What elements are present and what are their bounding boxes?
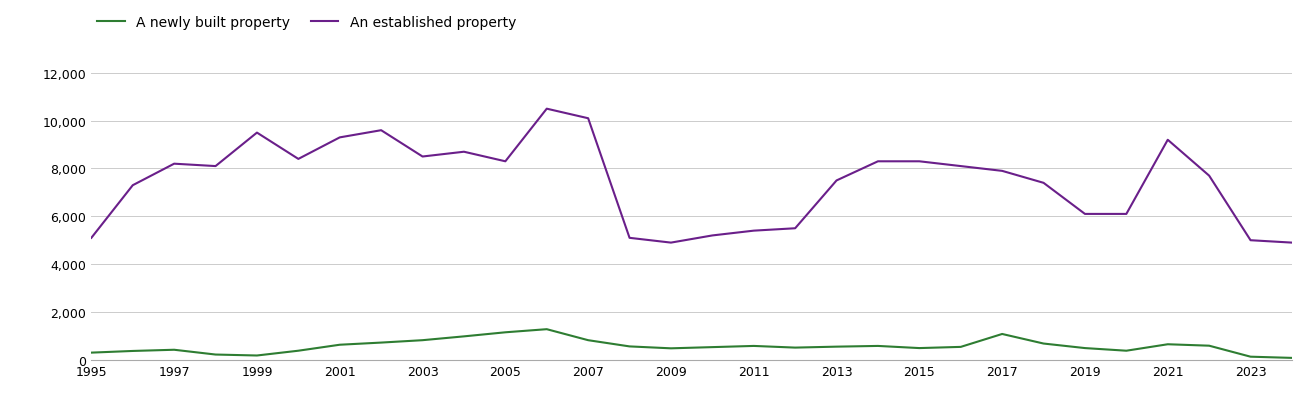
A newly built property	[539, 327, 555, 332]
A newly built property	[1160, 342, 1176, 347]
An established property	[331, 136, 347, 141]
A newly built property	[125, 348, 141, 353]
A newly built property	[331, 342, 347, 347]
An established property	[1077, 212, 1092, 217]
An established property	[1284, 240, 1300, 245]
An established property	[166, 162, 181, 167]
A newly built property	[994, 332, 1010, 337]
An established property	[373, 128, 389, 133]
An established property	[415, 155, 431, 160]
A newly built property	[415, 338, 431, 343]
An established property	[1202, 174, 1218, 179]
A newly built property	[829, 344, 844, 349]
An established property	[291, 157, 307, 162]
A newly built property	[581, 338, 596, 343]
An established property	[663, 240, 679, 245]
A newly built property	[787, 345, 803, 350]
A newly built property	[663, 346, 679, 351]
A newly built property	[705, 345, 720, 350]
A newly built property	[373, 340, 389, 345]
A newly built property	[249, 353, 265, 358]
A newly built property	[457, 334, 472, 339]
An established property	[994, 169, 1010, 174]
An established property	[829, 178, 844, 183]
An established property	[207, 164, 223, 169]
An established property	[125, 183, 141, 188]
An established property	[911, 160, 927, 164]
A newly built property	[1077, 346, 1092, 351]
A newly built property	[911, 346, 927, 351]
A newly built property	[84, 350, 99, 355]
A newly built property	[497, 330, 513, 335]
An established property	[497, 160, 513, 164]
An established property	[581, 117, 596, 121]
A newly built property	[291, 348, 307, 353]
An established property	[1160, 138, 1176, 143]
An established property	[746, 229, 762, 234]
An established property	[84, 236, 99, 240]
An established property	[953, 164, 968, 169]
A newly built property	[953, 344, 968, 349]
A newly built property	[207, 352, 223, 357]
An established property	[1242, 238, 1258, 243]
An established property	[705, 234, 720, 238]
A newly built property	[166, 348, 181, 353]
A newly built property	[1242, 354, 1258, 359]
Line: An established property: An established property	[91, 110, 1292, 243]
An established property	[539, 107, 555, 112]
An established property	[787, 226, 803, 231]
Line: A newly built property: A newly built property	[91, 329, 1292, 358]
Legend: A newly built property, An established property: A newly built property, An established p…	[91, 11, 522, 36]
A newly built property	[621, 344, 637, 349]
A newly built property	[1118, 348, 1134, 353]
An established property	[1118, 212, 1134, 217]
An established property	[457, 150, 472, 155]
An established property	[249, 131, 265, 136]
A newly built property	[746, 344, 762, 348]
An established property	[1036, 181, 1052, 186]
An established property	[870, 160, 886, 164]
An established property	[621, 236, 637, 240]
A newly built property	[870, 344, 886, 348]
A newly built property	[1036, 341, 1052, 346]
A newly built property	[1284, 355, 1300, 360]
A newly built property	[1202, 344, 1218, 348]
